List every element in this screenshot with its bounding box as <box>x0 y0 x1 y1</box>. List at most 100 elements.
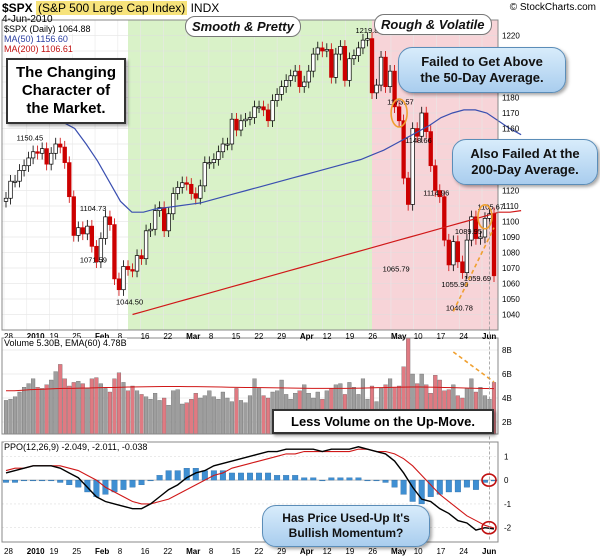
ppo-x-tick-label: 28 <box>4 547 13 556</box>
ppo-histogram-bar <box>337 477 344 481</box>
candle-body <box>478 236 483 239</box>
price-value-label: 1150.45 <box>17 133 44 142</box>
ma200-line <box>132 210 522 316</box>
candle-body <box>30 151 36 159</box>
ppo-histogram-bar <box>138 479 145 486</box>
price-y-tick-label: 1090 <box>502 233 520 242</box>
price-value-label: 1089.95 <box>455 227 482 236</box>
candle-body <box>53 143 58 154</box>
volume-y-tick-label: 8B <box>502 346 512 355</box>
volume-downtrend-arrow <box>452 351 495 383</box>
failed-200day-callout: Also Failed At the 200-Day Average. <box>452 139 598 185</box>
candle-body <box>94 245 99 263</box>
volume-bar <box>261 395 266 435</box>
ma50-test-circle <box>390 98 408 128</box>
candle-body <box>338 45 343 55</box>
price-y-tick-label: 1070 <box>502 264 520 273</box>
price-value-label: 1055.90 <box>441 280 468 289</box>
ppo-x-tick-label: 8 <box>118 547 123 556</box>
ppo-histogram-bar <box>256 472 262 481</box>
candle-body <box>405 177 411 205</box>
candle-body <box>283 80 289 87</box>
volume-bar <box>211 396 216 435</box>
volume-bar <box>121 382 126 435</box>
smooth-pretty-label: Smooth & Pretty <box>185 16 301 37</box>
volume-bar <box>166 405 171 435</box>
ppo-histogram-bar <box>57 479 64 483</box>
candle-body <box>26 157 31 167</box>
candle-body <box>107 216 113 225</box>
candle-body <box>85 225 90 235</box>
candle-body <box>288 75 293 81</box>
ppo-histogram-bar <box>165 470 172 481</box>
candle-body <box>12 180 18 183</box>
price-x-tick-label: 8 <box>118 332 123 341</box>
candle-body <box>247 117 253 120</box>
candle-body <box>234 118 239 131</box>
price-x-tick-label: 2010 <box>27 332 45 341</box>
candle-body <box>71 196 76 236</box>
candle-body <box>378 56 384 86</box>
ppo-y-tick-label: 1 <box>504 452 509 461</box>
candle-body <box>360 39 366 49</box>
ppo-histogram-bar <box>238 472 244 481</box>
volume-bar <box>53 371 58 435</box>
candle-body <box>161 207 167 232</box>
rough-volatile-label: Rough & Volatile <box>374 14 492 35</box>
momentum-line-1: Has Price Used-Up It's <box>282 511 410 525</box>
changing-line-3: the Market. <box>26 100 106 117</box>
candle-body <box>256 106 262 109</box>
ppo-histogram-bar <box>21 479 28 482</box>
price-uptrend-arrow <box>452 227 495 312</box>
candle-body <box>243 118 248 122</box>
price-value-label: 1071.59 <box>80 256 107 265</box>
candle-body <box>98 238 104 263</box>
volume-bar <box>125 390 131 435</box>
ppo-histogram-bar <box>418 479 425 505</box>
price-value-label: 1219.80 <box>355 26 382 35</box>
volume-bar <box>202 395 207 435</box>
candle-body <box>460 261 465 273</box>
candle-body <box>482 218 488 238</box>
ppo-x-tick-label: 22 <box>163 547 172 556</box>
price-y-tick-label: 1110 <box>502 202 519 211</box>
price-x-tick-label: May <box>391 332 407 341</box>
price-x-tick-label: 28 <box>4 332 13 341</box>
volume-bar <box>67 385 72 435</box>
price-x-tick-label: 19 <box>345 332 354 341</box>
volume-bar <box>71 382 76 435</box>
price-x-tick-label: Feb <box>95 332 109 341</box>
ppo-x-tick-label: 17 <box>436 547 445 556</box>
volume-bar <box>162 397 167 435</box>
ppo-x-tick-label: 2010 <box>27 547 45 556</box>
changing-character-callout: The Changing Character of the Market. <box>6 58 126 124</box>
volume-note-callout: Less Volume on the Up-Move. <box>272 409 494 434</box>
price-value-label: 1105.67 <box>477 203 504 212</box>
price-y-tick-label: 1040 <box>502 311 520 320</box>
price-x-tick-label: 16 <box>141 332 150 341</box>
ppo-zero-circle <box>481 473 497 487</box>
candle-body <box>89 225 95 247</box>
candle-body <box>252 106 257 119</box>
candle-body <box>116 278 122 291</box>
candle-body <box>265 109 271 122</box>
ppo-x-tick-label: 16 <box>141 547 150 556</box>
ppo-y-tick-label: -2 <box>504 524 512 533</box>
volume-bar <box>198 397 203 435</box>
volume-bar <box>8 399 13 435</box>
volume-bar <box>220 391 225 435</box>
ppo-x-tick-label: 8 <box>209 547 214 556</box>
ppo-x-tick-label: Apr <box>300 547 314 556</box>
ppo-histogram-bar <box>373 479 380 482</box>
ppo-low-circle <box>481 520 497 535</box>
ppo-histogram-bar <box>228 472 235 481</box>
volume-y-tick-label: 2B <box>502 418 512 427</box>
candle-body <box>387 70 393 88</box>
ppo-histogram-bar <box>129 479 136 488</box>
price-y-tick-label: 1120 <box>502 187 520 196</box>
candle-body <box>274 94 280 101</box>
rough-volatile-text: Rough & Volatile <box>374 14 492 35</box>
ppo-histogram-bar <box>247 472 253 481</box>
ppo-histogram-bar <box>156 475 163 481</box>
volume-bar <box>193 393 198 435</box>
